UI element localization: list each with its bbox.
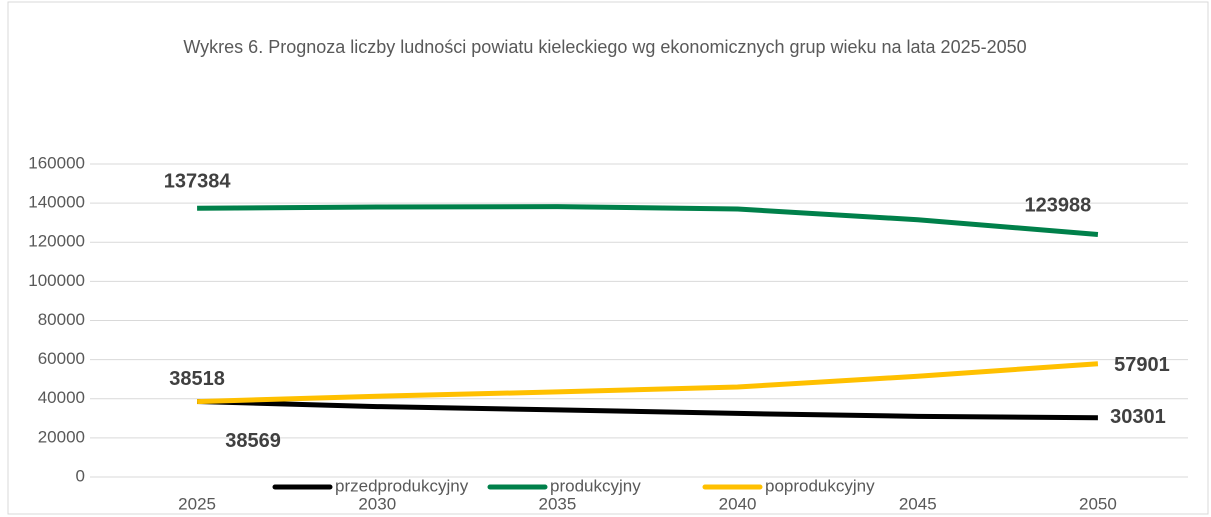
y-tick-label: 80000 xyxy=(38,310,85,329)
data-label: 38569 xyxy=(225,430,281,452)
data-label: 30301 xyxy=(1110,406,1166,428)
y-tick-label: 160000 xyxy=(28,153,85,172)
series-line xyxy=(197,204,1099,237)
series-line xyxy=(197,361,1099,405)
y-tick-label: 60000 xyxy=(38,349,85,368)
y-tick-label: 40000 xyxy=(38,388,85,407)
x-tick-label: 2035 xyxy=(539,494,577,513)
y-tick-label: 120000 xyxy=(28,232,85,251)
x-tick-label: 2025 xyxy=(178,494,216,513)
chart-border xyxy=(7,1,1209,515)
y-tick-label: 0 xyxy=(76,466,85,485)
legend-label: produkcyjny xyxy=(550,476,641,495)
data-label: 57901 xyxy=(1114,354,1170,376)
data-label: 137384 xyxy=(164,171,232,193)
y-tick-label: 20000 xyxy=(38,427,85,446)
y-tick-label: 100000 xyxy=(28,271,85,290)
data-label: 123988 xyxy=(1025,195,1092,217)
legend-label: poprodukcyjny xyxy=(765,476,875,495)
series-line xyxy=(197,399,1098,421)
y-tick-label: 140000 xyxy=(28,193,85,212)
x-tick-label: 2050 xyxy=(1079,494,1117,513)
x-tick-label: 2030 xyxy=(358,494,396,513)
x-tick-label: 2045 xyxy=(899,494,937,513)
chart-title: Wykres 6. Prognoza liczby ludności powia… xyxy=(183,37,1027,57)
x-tick-label: 2040 xyxy=(719,494,757,513)
legend-label: przedprodukcyjny xyxy=(335,476,469,495)
data-label: 38518 xyxy=(169,368,225,390)
